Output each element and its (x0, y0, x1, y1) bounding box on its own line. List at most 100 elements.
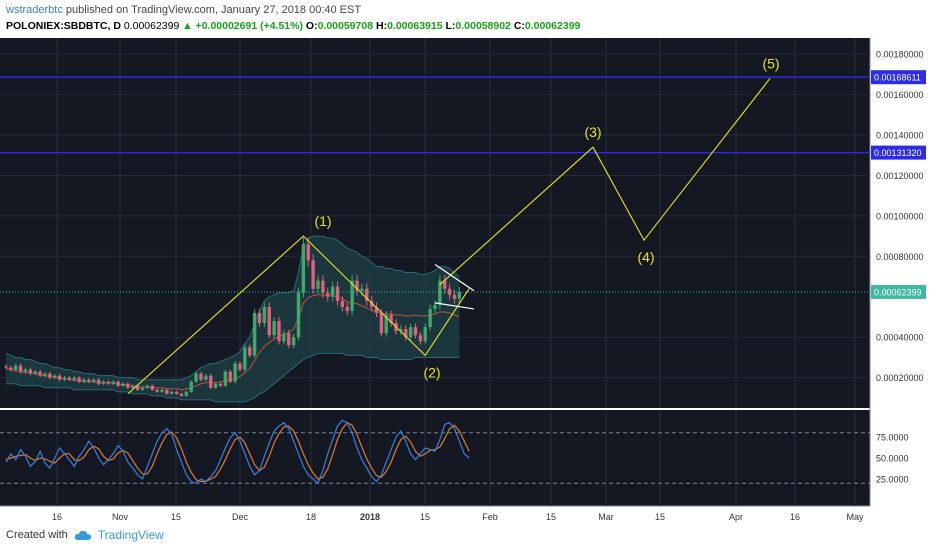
candle-body (340, 300, 345, 307)
candle-body (433, 304, 437, 309)
y-tick-label: 0.00080000 (876, 252, 924, 262)
candle-body (184, 391, 189, 396)
publish-info: wstraderbtc published on TradingView.com… (6, 4, 361, 16)
candle-body (57, 375, 62, 380)
candle-body (189, 381, 193, 392)
candle-body (4, 366, 8, 368)
x-tick-label: Apr (729, 512, 743, 522)
candle-body (404, 329, 408, 338)
candle-body (223, 371, 228, 386)
candle-body (140, 387, 145, 390)
candle-body (447, 288, 452, 295)
candle-body (287, 333, 291, 346)
candle-body (257, 312, 262, 324)
candle-body (296, 292, 301, 338)
wave-label: (1) (314, 213, 331, 229)
candle-body (399, 329, 403, 332)
candle-body (321, 280, 325, 293)
bollinger-basis (5, 294, 460, 391)
low-value: 0.00058902 (455, 20, 511, 32)
author-link[interactable]: wstraderbtc (6, 4, 63, 16)
stoch-d-line (5, 421, 470, 483)
wave-label: (5) (762, 55, 779, 71)
candle-body (252, 312, 257, 356)
candle-body (213, 383, 218, 388)
candle-body (96, 379, 101, 384)
triangle-upper (434, 263, 475, 292)
y-tick-label: 0.00100000 (876, 211, 924, 221)
candle-body (374, 306, 379, 313)
candle-body (379, 312, 384, 334)
candle-body (174, 391, 179, 394)
wave-label: (3) (584, 124, 601, 140)
x-tick-label: 15 (171, 512, 181, 522)
candle-body (199, 373, 203, 380)
candle-body (204, 375, 208, 380)
candle-body (243, 347, 247, 370)
y-tick-label: 0.00140000 (876, 131, 924, 141)
x-tick-label: 2018 (360, 512, 380, 522)
candle-body (165, 389, 169, 394)
candles (4, 237, 462, 397)
candle-body (452, 294, 457, 299)
candle-body (92, 379, 96, 382)
price-label: 0.00168611 (874, 73, 921, 83)
candle-body (282, 333, 286, 342)
wave-lines-past (127, 235, 470, 395)
candle-body (428, 308, 432, 328)
candle-body (335, 286, 340, 301)
tradingview-logo-text[interactable]: TradingView (97, 528, 164, 542)
candle-body (389, 314, 393, 324)
x-tick-label: 16 (52, 512, 62, 522)
y-tick-label: 0.00180000 (876, 50, 924, 60)
candle-body (170, 391, 174, 394)
candle-body (67, 377, 72, 380)
bollinger-lower (6, 352, 460, 403)
candle-body (38, 371, 42, 376)
candle-body (218, 383, 223, 386)
low-label: L: (445, 20, 456, 32)
candle-body (457, 291, 462, 299)
y-tick-label: 0.00040000 (876, 333, 924, 343)
candle-body (413, 327, 418, 336)
candle-body (301, 244, 306, 293)
x-tick-label: 15 (655, 512, 665, 522)
price-chart[interactable]: 0.00180000 0.00160000 0.00140000 0.00120000… (0, 36, 932, 524)
high-value: 0.00063915 (387, 20, 443, 32)
stoch-y-tick: 50.0000 (876, 454, 909, 464)
candle-body (330, 286, 335, 297)
price-label-bg (871, 70, 926, 85)
x-tick-label: 15 (420, 512, 430, 522)
candle-body (438, 280, 442, 305)
candle-body (306, 244, 310, 261)
candle-body (350, 280, 354, 311)
candle-body (311, 260, 315, 289)
candle-body (248, 347, 252, 356)
candle-body (155, 389, 159, 392)
tradingview-cloud-icon (74, 530, 91, 540)
candle-body (43, 373, 47, 376)
triangle-lower (434, 302, 475, 310)
candle-body (106, 381, 111, 384)
candle-body (87, 379, 91, 382)
candle-body (33, 371, 37, 374)
x-tick-label: Feb (482, 512, 498, 522)
candle-body (121, 383, 125, 386)
candle-body (116, 381, 120, 386)
created-with-text: Created with (6, 529, 68, 541)
x-tick-label: May (846, 512, 864, 522)
candle-body (238, 363, 242, 370)
candle-body (326, 292, 330, 297)
publish-text: published on TradingView.com, January 27… (62, 4, 362, 16)
price-axis-bg (870, 38, 932, 506)
candle-body (316, 280, 320, 289)
candle-body (160, 389, 164, 392)
y-tick-label: 0.00160000 (876, 90, 924, 100)
elliott-wave: (1) (2) (3) (4) (5) (127, 55, 780, 395)
candle-body (9, 367, 13, 370)
candle-body (272, 321, 276, 336)
candle-body (228, 371, 232, 382)
open-value: 0.00059708 (317, 20, 374, 32)
candle-body (291, 337, 296, 346)
price-label: 0.00131320 (874, 148, 922, 158)
